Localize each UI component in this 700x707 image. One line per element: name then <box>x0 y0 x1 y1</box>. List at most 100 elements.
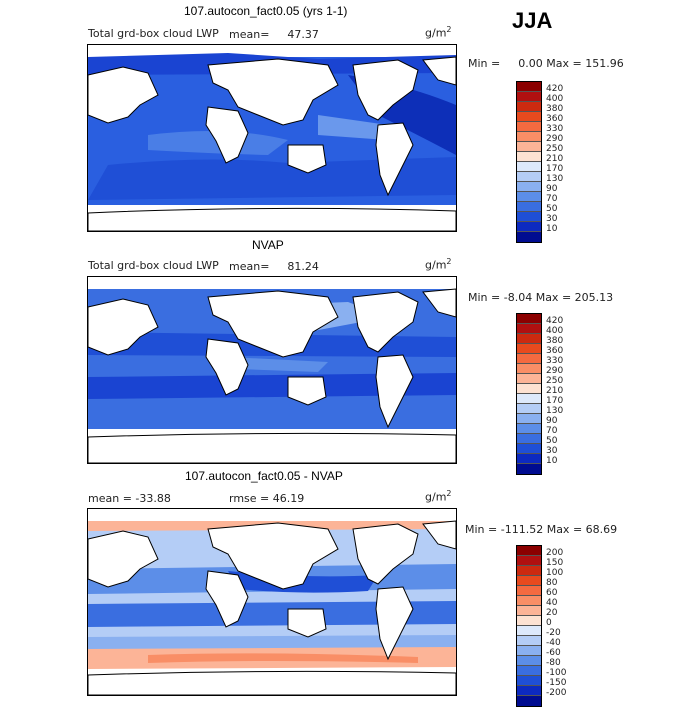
colorbar-tick: 70 <box>546 194 558 204</box>
colorbar-tick: 420 <box>546 316 564 326</box>
colorbar-tick: -100 <box>546 668 567 678</box>
panel2-mean-label: mean= 81.24 <box>229 260 319 273</box>
colorbar-swatch <box>517 212 541 222</box>
colorbar-tick: 30 <box>546 446 558 456</box>
colorbar-swatch <box>517 142 541 152</box>
colorbar-tick: 90 <box>546 416 558 426</box>
panel2-map <box>87 276 457 464</box>
colorbar-tick: 200 <box>546 548 564 558</box>
panel1-mean-label: mean= 47.37 <box>229 28 319 41</box>
colorbar-swatch <box>517 112 541 122</box>
colorbar-tick: 250 <box>546 144 564 154</box>
colorbar-tick: 420 <box>546 84 564 94</box>
panel3-map <box>87 508 457 696</box>
season-label: JJA <box>512 8 553 33</box>
colorbar-swatch <box>517 616 541 626</box>
colorbar-tick: 80 <box>546 578 558 588</box>
colorbar-swatch <box>517 334 541 344</box>
colorbar-tick: -40 <box>546 638 561 648</box>
panel1-unit: g/m2 <box>425 25 452 40</box>
colorbar-swatch <box>517 364 541 374</box>
panel3-min-value: -111.52 <box>500 523 544 536</box>
colorbar-tick: 210 <box>546 386 564 396</box>
colorbar-tick: -60 <box>546 648 561 658</box>
colorbar-swatch <box>517 424 541 434</box>
colorbar-swatch <box>517 414 541 424</box>
colorbar-swatch <box>517 656 541 666</box>
colorbar-tick: 70 <box>546 426 558 436</box>
panel3-rmse: rmse = 46.19 <box>229 492 305 505</box>
colorbar-swatch <box>517 636 541 646</box>
panel1-min-value: 0.00 <box>518 57 543 70</box>
colorbar-swatch <box>517 92 541 102</box>
panel1-title: 107.autocon_fact0.05 (yrs 1-1) <box>184 4 348 18</box>
colorbar-tick: 290 <box>546 134 564 144</box>
colorbar-swatch <box>517 666 541 676</box>
colorbar-swatch <box>517 122 541 132</box>
colorbar-tick: -150 <box>546 678 567 688</box>
colorbar-swatch <box>517 384 541 394</box>
colorbar-tick: 170 <box>546 164 564 174</box>
colorbar-swatch <box>517 314 541 324</box>
colorbar-swatch <box>517 182 541 192</box>
colorbar-tick: 330 <box>546 124 564 134</box>
colorbar-tick: 170 <box>546 396 564 406</box>
colorbar-tick: 290 <box>546 366 564 376</box>
panel2-variable-label: Total grd-box cloud LWP <box>88 259 219 272</box>
panel3-max-value: 68.69 <box>585 523 618 536</box>
colorbar-swatch <box>517 596 541 606</box>
colorbar-swatch <box>517 606 541 616</box>
colorbar-swatch <box>517 626 541 636</box>
colorbar-swatch <box>517 576 541 586</box>
colorbar-tick: 400 <box>546 94 564 104</box>
colorbar-tick: 330 <box>546 356 564 366</box>
colorbar-tick: 400 <box>546 326 564 336</box>
colorbar-tick: 380 <box>546 104 564 114</box>
colorbar-swatch <box>517 82 541 92</box>
colorbar-swatch <box>517 354 541 364</box>
panel3-minmax: Min = -111.52 Max = 68.69 <box>465 523 618 536</box>
colorbar-swatch <box>517 434 541 444</box>
colorbar-tick: -80 <box>546 658 561 668</box>
colorbar-tick: 210 <box>546 154 564 164</box>
panel3-colorbar <box>516 545 542 707</box>
colorbar-tick: 0 <box>546 618 552 628</box>
panel1-max-value: 151.96 <box>585 57 624 70</box>
colorbar-swatch <box>517 324 541 334</box>
colorbar-tick: 360 <box>546 114 564 124</box>
panel3-title: 107.autocon_fact0.05 - NVAP <box>185 469 343 483</box>
colorbar-swatch <box>517 464 541 474</box>
colorbar-swatch <box>517 202 541 212</box>
colorbar-swatch <box>517 586 541 596</box>
colorbar-swatch <box>517 444 541 454</box>
colorbar-swatch <box>517 546 541 556</box>
colorbar-tick: 90 <box>546 184 558 194</box>
colorbar-swatch <box>517 232 541 242</box>
colorbar-tick: 130 <box>546 406 564 416</box>
panel2-max-value: 205.13 <box>574 291 614 304</box>
colorbar-swatch <box>517 374 541 384</box>
panel3-mean: mean = -33.88 <box>88 492 171 505</box>
colorbar-swatch <box>517 404 541 414</box>
colorbar-tick: 20 <box>546 608 558 618</box>
panel2-title: NVAP <box>252 238 284 252</box>
colorbar-swatch <box>517 686 541 696</box>
colorbar-swatch <box>517 566 541 576</box>
panel3-unit: g/m2 <box>425 489 452 504</box>
panel1-colorbar <box>516 81 542 243</box>
colorbar-tick: 360 <box>546 346 564 356</box>
colorbar-tick: 50 <box>546 436 558 446</box>
colorbar-swatch <box>517 172 541 182</box>
colorbar-swatch <box>517 556 541 566</box>
colorbar-swatch <box>517 696 541 706</box>
panel1-variable-label: Total grd-box cloud LWP <box>88 27 219 40</box>
colorbar-tick: 60 <box>546 588 558 598</box>
colorbar-swatch <box>517 646 541 656</box>
panel1-map <box>87 44 457 232</box>
panel2-min-value: -8.04 <box>503 291 533 304</box>
colorbar-swatch <box>517 676 541 686</box>
colorbar-tick: 10 <box>546 224 558 234</box>
colorbar-tick: 100 <box>546 568 564 578</box>
colorbar-swatch <box>517 344 541 354</box>
colorbar-tick: 10 <box>546 456 558 466</box>
